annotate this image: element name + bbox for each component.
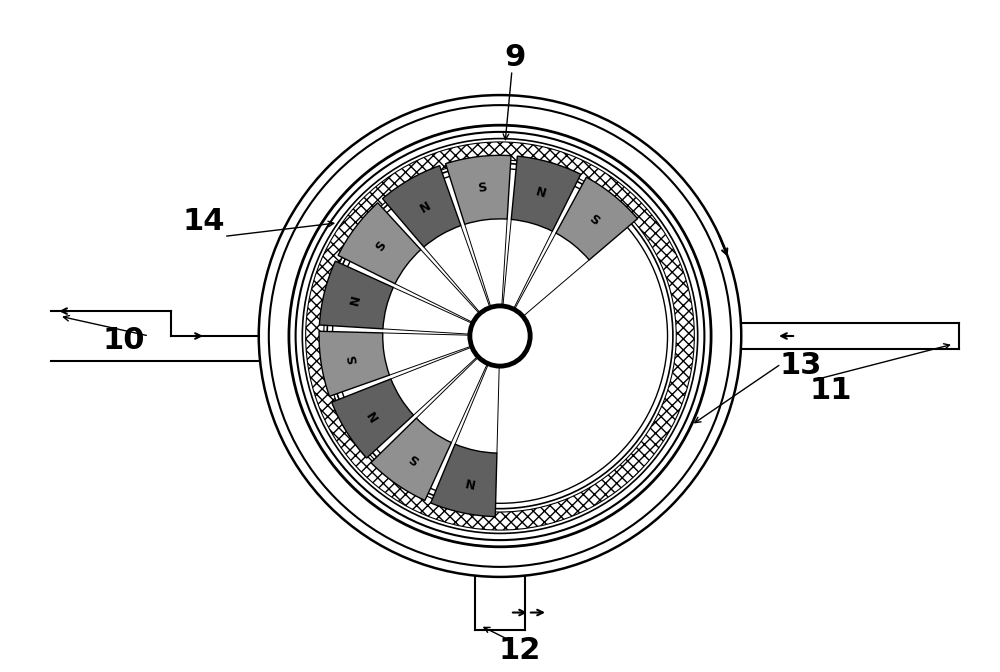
Wedge shape [306,142,694,530]
Text: 12: 12 [499,636,541,665]
Text: S: S [586,212,601,228]
Text: N: N [463,474,475,489]
Text: N: N [534,185,548,200]
Text: S: S [346,354,360,365]
Wedge shape [431,444,497,517]
Text: 9: 9 [504,43,526,72]
Wedge shape [511,156,581,231]
Text: N: N [348,294,363,306]
Text: 10: 10 [103,327,145,355]
Text: 11: 11 [810,376,852,405]
Wedge shape [319,261,393,329]
Wedge shape [556,177,638,260]
Wedge shape [319,331,389,396]
Text: S: S [477,181,487,195]
Text: N: N [365,407,382,423]
Text: S: S [373,239,389,254]
Wedge shape [382,166,461,247]
Text: 13: 13 [780,351,822,380]
Wedge shape [371,418,451,501]
Text: N: N [418,199,433,215]
Wedge shape [446,155,511,224]
Wedge shape [332,379,414,458]
Text: S: S [407,450,422,466]
Circle shape [470,306,530,366]
Wedge shape [338,203,421,284]
Text: 14: 14 [183,207,225,236]
